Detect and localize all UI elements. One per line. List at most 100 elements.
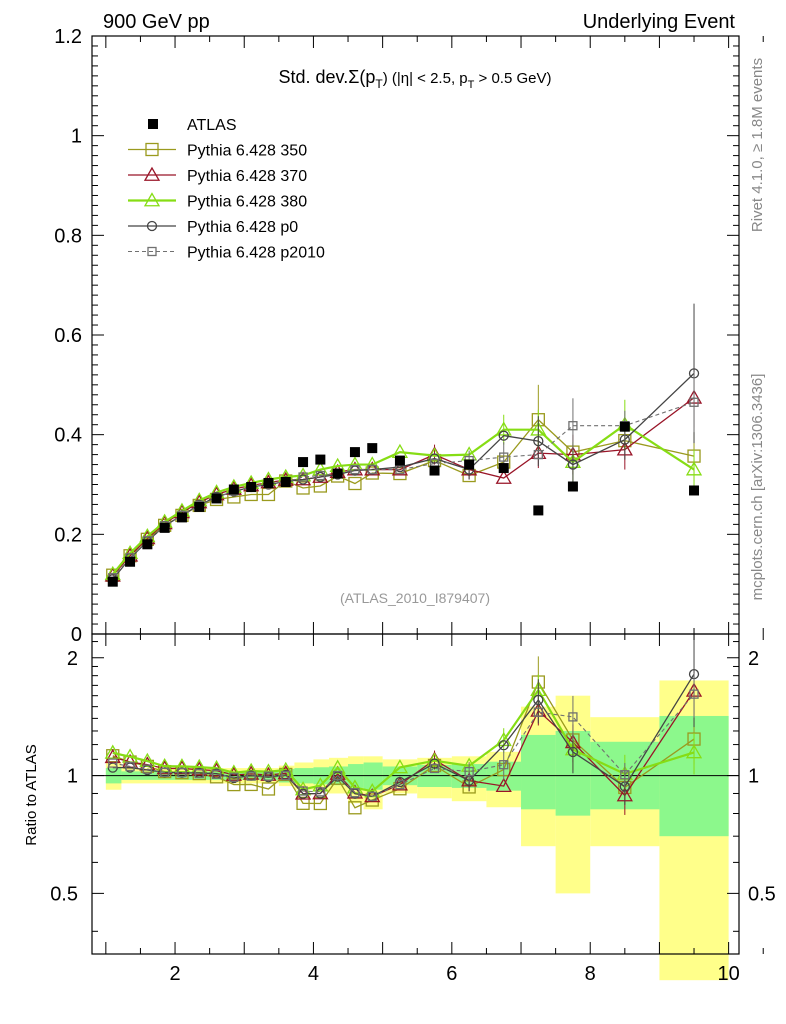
atlas-point-3 <box>159 522 170 533</box>
atlas-point-11 <box>298 457 309 468</box>
legend-label-3: Pythia 6.428 380 <box>187 194 307 211</box>
atlas-point-7 <box>228 484 239 495</box>
series-3-main-point-19 <box>495 421 512 436</box>
atlas-point-13 <box>332 468 343 479</box>
ratio-ytick-label-left-0: 0.5 <box>50 883 78 905</box>
series-5-ratio-point-17 <box>429 763 440 774</box>
atlas-point-20 <box>533 505 544 516</box>
ratio-ytick-label-right-2: 2 <box>748 648 759 670</box>
legend-marker-2 <box>143 166 161 181</box>
series-5-ratio-point-18 <box>464 766 474 777</box>
series-3-ratio-point-16 <box>391 759 409 774</box>
ratio-panel-series <box>104 633 703 815</box>
series-1-main-point-9 <box>261 487 276 502</box>
ratio-ytick-label-left-2: 2 <box>67 648 78 670</box>
series-3-ratio-point-0 <box>104 744 121 759</box>
series-5-ratio-point-16 <box>395 779 405 790</box>
series-5-ratio-point-20 <box>533 707 543 717</box>
series-3-main-point-12 <box>312 461 329 476</box>
ratio-frame <box>91 633 740 955</box>
series-4-ratio-point-21 <box>567 746 579 758</box>
series-5-main-point-23 <box>689 397 699 407</box>
atlas-point-9 <box>263 478 274 489</box>
ratio-ylabel: Ratio to ATLAS <box>23 744 40 845</box>
atlas-point-21 <box>567 481 578 492</box>
atlas-point-4 <box>176 512 187 523</box>
series-5-ratio-point-6 <box>211 769 222 779</box>
series-1-main-point-14 <box>348 476 362 491</box>
series-2-main-point-19 <box>495 469 512 484</box>
series-5-ratio-point-19 <box>499 760 509 770</box>
series-4-ratio-point-20 <box>533 694 544 706</box>
series-2-ratio-point-19 <box>495 777 512 792</box>
legend-entry-4: Pythia 6.428 p0 <box>128 219 298 236</box>
atlas-point-15 <box>367 443 378 454</box>
series-4-main-point-19 <box>498 430 509 441</box>
legend-entry-1: Pythia 6.428 350 <box>128 143 307 160</box>
series-5-ratio-point-10 <box>281 770 291 781</box>
series-3-ratio-point-3 <box>156 757 173 773</box>
series-5-main-point-19 <box>499 452 509 462</box>
series-3-ratio-point-4 <box>173 758 191 773</box>
series-4-ratio-point-17 <box>429 758 440 769</box>
mcplots-label: mcplots.cern.ch [arXiv:1306.3436] <box>749 374 766 601</box>
legend-label-5: Pythia 6.428 p2010 <box>187 245 325 262</box>
main-ytick-label-0: 0 <box>71 624 82 646</box>
series-5-ratio-point-23 <box>689 689 699 699</box>
band-inner-12 <box>521 734 556 810</box>
atlas-point-23 <box>689 485 700 496</box>
legend-marker-atlas <box>148 119 158 129</box>
series-5-ratio-point-7 <box>229 772 239 782</box>
ratio-ytick-label-right-1: 1 <box>748 766 759 788</box>
legend-marker-1 <box>145 142 159 157</box>
band-inner-7 <box>363 762 383 790</box>
atlas-point-10 <box>280 477 291 488</box>
series-5-ratio-point-21 <box>568 712 578 722</box>
series-4-main-point-20 <box>533 435 544 447</box>
series-5-ratio-point-15 <box>367 791 377 802</box>
ratio-uncertainty-bands <box>92 680 739 981</box>
ratio-ytick-label-right-0: 0.5 <box>748 883 776 905</box>
series-5-ratio-line <box>112 693 695 797</box>
atlas-point-0 <box>107 576 118 587</box>
series-1-ratio-point-8 <box>244 777 258 792</box>
series-5-ratio-point-5 <box>194 768 204 779</box>
atlas-point-6 <box>211 493 222 504</box>
main-ytick-label-5: 1 <box>71 126 82 148</box>
atlas-point-17 <box>429 465 440 476</box>
series-3-ratio-point-13 <box>329 759 346 774</box>
series-5-ratio-point-9 <box>263 771 274 781</box>
series-5-ratio-point-1 <box>125 761 135 772</box>
legend-entry-2: Pythia 6.428 370 <box>128 166 307 185</box>
series-5-ratio-point-22 <box>620 770 630 780</box>
main-ytick-label-1: 0.2 <box>54 524 82 546</box>
atlas-point-2 <box>142 539 153 550</box>
series-5-ratio-point-11 <box>298 786 308 796</box>
legend-marker-4 <box>146 220 158 232</box>
series-5-main-line <box>112 401 695 579</box>
rivet-label: Rivet 4.1.0, ≥ 1.8M events <box>749 58 766 232</box>
series-3-ratio-point-23 <box>685 744 703 759</box>
series-2-main-line <box>112 397 695 577</box>
series-5-main-point-11 <box>298 472 308 482</box>
legend-entry-0: ATLAS <box>148 117 237 134</box>
header-right: Underlying Event <box>583 11 736 33</box>
series-1-ratio-point-11 <box>296 796 310 810</box>
legend-marker-3 <box>143 192 161 207</box>
main-ytick-label-3: 0.6 <box>54 325 82 347</box>
series-3-main-point-17 <box>426 447 443 462</box>
atlas-point-1 <box>125 556 136 567</box>
series-3-ratio-point-8 <box>243 762 260 777</box>
series-1-ratio-point-7 <box>227 777 241 792</box>
axes: 0 0.2 0.4 0.6 0.8 1 1.2 2 4 6 8 10 0.5 0.5 1 1 2 2 <box>50 26 776 985</box>
atlas-point-5 <box>194 501 205 512</box>
main-panel-series <box>104 303 703 587</box>
legend-entry-3: Pythia 6.428 380 <box>128 192 307 211</box>
series-1-ratio-point-14 <box>348 801 362 815</box>
legend-marker-5 <box>147 246 157 257</box>
series-4-main-point-17 <box>429 453 440 464</box>
header-left: 900 GeV pp <box>103 11 210 33</box>
legend: ATLAS Pythia 6.428 350 Pythia 6.428 370 Pyt… <box>128 117 325 262</box>
xtick-label-0: 2 <box>169 963 180 985</box>
